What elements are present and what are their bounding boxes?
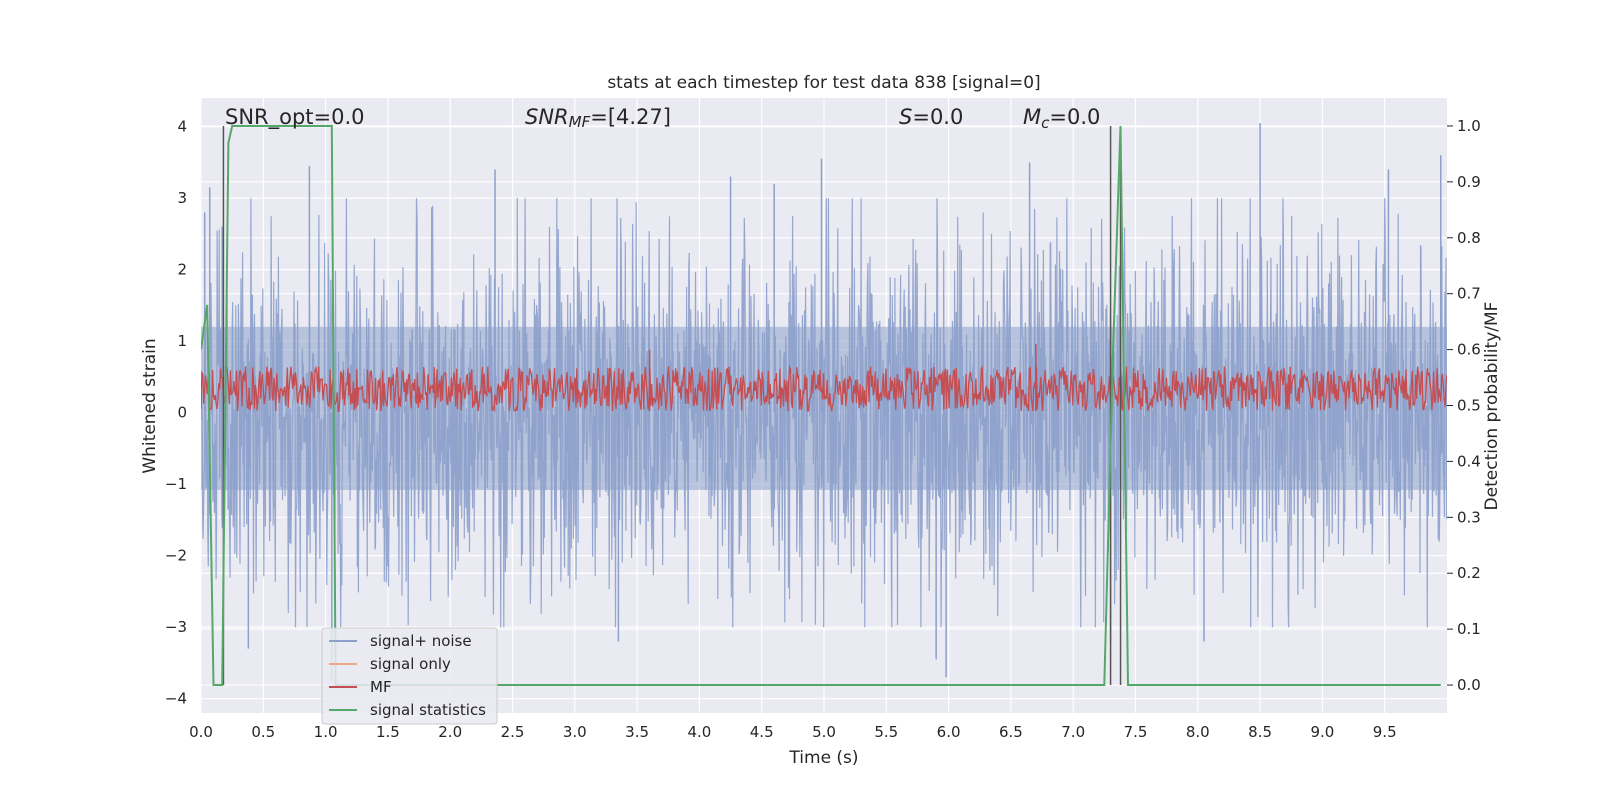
x-tick-labels: 0.0 0.5 1.0 1.5 2.0 2.5 3.0 3.5 4.0 4.5 5.0 5.5 6.0 6… xyxy=(189,723,1397,741)
y-right-tick-label: 1.0 xyxy=(1457,117,1481,135)
annotation-mc-var: M xyxy=(1023,105,1041,129)
x-tick-label: 4.0 xyxy=(687,723,711,741)
noise-dense-band xyxy=(201,326,1447,490)
legend: signal+ noise signal only MF signal stat… xyxy=(321,627,498,725)
mf-trace xyxy=(201,364,1447,412)
x-tick-label: 5.5 xyxy=(874,723,898,741)
x-axis-label: Time (s) xyxy=(788,748,858,768)
x-tick-label: 3.0 xyxy=(563,723,587,741)
series-mf xyxy=(201,344,1447,412)
x-tick-label: 5.0 xyxy=(812,723,836,741)
legend-label-mf: MF xyxy=(370,678,392,696)
x-tick-label: 6.0 xyxy=(937,723,961,741)
x-tick-label: 8.5 xyxy=(1248,723,1272,741)
legend-box xyxy=(321,627,498,725)
y-left-tick-label: 0 xyxy=(177,404,187,422)
y-right-tick-labels: 0.0 0.1 0.2 0.3 0.4 0.5 0.6 0.7 0.8 0.9 1.0 xyxy=(1457,117,1481,694)
x-tick-label: 2.5 xyxy=(501,723,525,741)
x-tick-label: 6.5 xyxy=(999,723,1023,741)
annotation-s-val: =0.0 xyxy=(912,105,963,129)
y-left-tick-label: −2 xyxy=(165,547,187,565)
y-left-tick-label: −3 xyxy=(165,618,187,636)
y-right-tick-label: 0.2 xyxy=(1457,564,1481,582)
annotation-snr-mf-val: =[4.27] xyxy=(590,105,671,129)
y-right-tick-label: 0.3 xyxy=(1457,508,1481,526)
annotation-mc-val: =0.0 xyxy=(1049,105,1100,129)
x-tick-label: 3.5 xyxy=(625,723,649,741)
y-right-tick-label: 0.0 xyxy=(1457,676,1481,694)
x-tick-label: 8.0 xyxy=(1186,723,1210,741)
annotation-mc-sub: c xyxy=(1041,114,1050,132)
series-signal-statistics xyxy=(201,125,1441,686)
y-left-tick-label: 3 xyxy=(177,189,187,207)
legend-label-signal-statistics: signal statistics xyxy=(370,701,486,719)
annotation-s: S=0.0 xyxy=(899,105,963,129)
y-right-tick-label: 0.4 xyxy=(1457,452,1481,470)
annotation-snr-opt: SNR_opt=0.0 xyxy=(225,105,365,130)
x-tick-label: 9.0 xyxy=(1310,723,1334,741)
signal-statistics-line xyxy=(201,125,1441,686)
y-right-tick-label: 0.7 xyxy=(1457,285,1481,303)
chart-title: stats at each timestep for test data 838… xyxy=(607,73,1040,93)
x-tick-label: 7.5 xyxy=(1124,723,1148,741)
legend-label-signal-only: signal only xyxy=(370,655,451,673)
y-right-tick-label: 0.5 xyxy=(1457,397,1481,415)
x-tick-label: 0.5 xyxy=(251,723,275,741)
x-tick-label: 2.0 xyxy=(438,723,462,741)
x-tick-label: 4.5 xyxy=(750,723,774,741)
x-tick-label: 0.0 xyxy=(189,723,213,741)
y-right-tick-label: 0.9 xyxy=(1457,173,1481,191)
y-left-tick-label: 1 xyxy=(177,332,187,350)
y-left-tick-label: 2 xyxy=(177,261,187,279)
x-tick-label: 1.0 xyxy=(314,723,338,741)
y-right-tick-label: 0.8 xyxy=(1457,229,1481,247)
y-axis-left-label: Whitened strain xyxy=(140,338,160,473)
y-left-tick-label: −1 xyxy=(165,475,187,493)
series-signal-noise xyxy=(201,123,1447,681)
x-tick-label: 7.0 xyxy=(1061,723,1085,741)
annotation-snr-mf-sub: MF xyxy=(569,113,591,131)
annotation-mc: Mc=0.0 xyxy=(1023,105,1100,132)
annotation-snr-mf: SNRMF=[4.27] xyxy=(525,105,671,131)
legend-label-signal-noise: signal+ noise xyxy=(370,632,472,650)
y-left-tick-labels: −4 −3 −2 −1 0 1 2 3 4 xyxy=(165,118,187,708)
y-left-tick-label: −4 xyxy=(165,690,187,708)
y-right-tick-label: 0.1 xyxy=(1457,620,1481,638)
x-tick-label: 9.5 xyxy=(1373,723,1397,741)
y-axis-right-label: Detection probability/MF xyxy=(1482,302,1502,511)
annotation-s-var: S xyxy=(899,105,912,129)
y-left-tick-label: 4 xyxy=(177,118,187,136)
annotation-snr-mf-var: SNR xyxy=(525,105,569,129)
y-right-tick-label: 0.6 xyxy=(1457,341,1481,359)
x-tick-label: 1.5 xyxy=(376,723,400,741)
